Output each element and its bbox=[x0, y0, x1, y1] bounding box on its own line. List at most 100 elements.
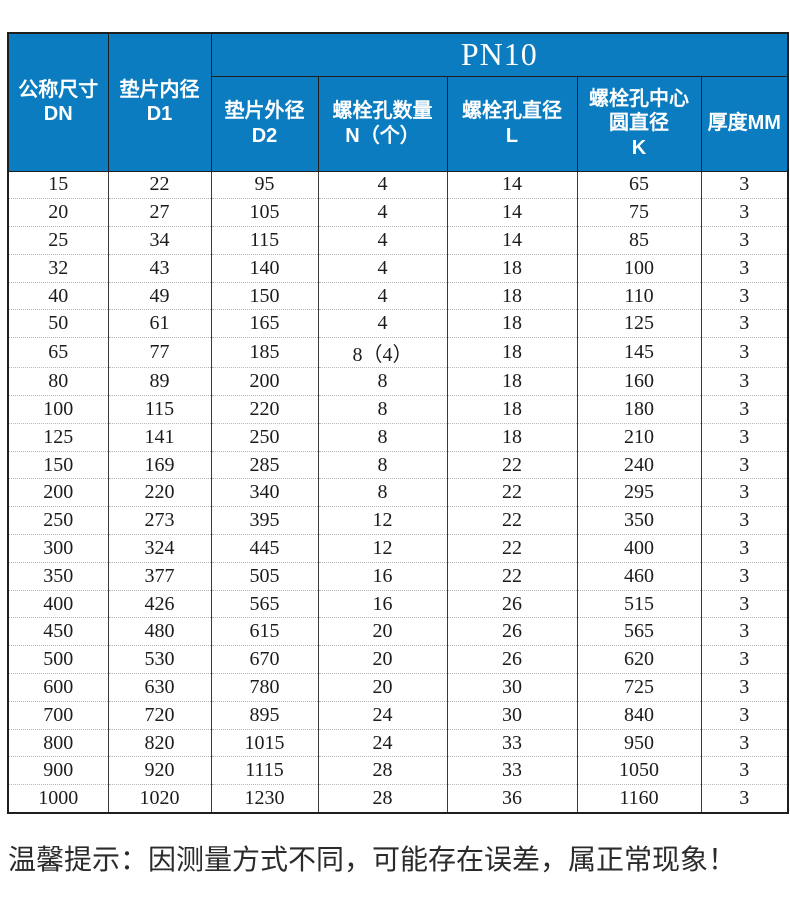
table-cell: 3 bbox=[700, 756, 789, 786]
table-cell: 295 bbox=[576, 478, 702, 508]
table-cell: 22 bbox=[446, 534, 578, 563]
table-cell: 22 bbox=[446, 450, 578, 480]
header-code: L bbox=[505, 124, 519, 147]
table-row: 1000 1020 1230 28 36 1160 3 bbox=[7, 784, 789, 814]
table-cell: 18 bbox=[446, 367, 578, 397]
table-cell: 8 bbox=[317, 367, 448, 397]
table-cell: 100 bbox=[7, 395, 109, 424]
table-cell: 615 bbox=[210, 617, 319, 647]
table-row: 32 43 140 4 18 100 3 bbox=[7, 253, 789, 283]
table-cell: 400 bbox=[7, 589, 109, 619]
table-cell: 85 bbox=[576, 226, 702, 255]
table-cell: 530 bbox=[107, 645, 212, 675]
table-cell: 150 bbox=[7, 450, 109, 480]
table-cell: 115 bbox=[210, 226, 319, 255]
table-row: 150 169 285 8 22 240 3 bbox=[7, 450, 789, 480]
table-cell: 43 bbox=[107, 253, 212, 283]
table-cell: 800 bbox=[7, 728, 109, 758]
table-cell: 30 bbox=[446, 673, 578, 702]
table-cell: 33 bbox=[446, 756, 578, 786]
table-cell: 77 bbox=[107, 337, 212, 369]
header-label: 螺栓孔中心 bbox=[589, 87, 689, 110]
table-cell: 14 bbox=[446, 170, 578, 200]
table-cell: 165 bbox=[210, 309, 319, 339]
table-cell: 20 bbox=[317, 617, 448, 647]
table-cell: 950 bbox=[576, 728, 702, 758]
table-cell: 14 bbox=[446, 226, 578, 255]
table-cell: 273 bbox=[107, 506, 212, 536]
table-cell: 140 bbox=[210, 253, 319, 283]
table-cell: 4 bbox=[317, 226, 448, 255]
table-cell: 505 bbox=[210, 561, 319, 591]
table-cell: 400 bbox=[576, 534, 702, 563]
table-cell: 1050 bbox=[576, 756, 702, 786]
table-cell: 565 bbox=[576, 617, 702, 647]
table-cell: 50 bbox=[7, 309, 109, 339]
header-label: 垫片内径 bbox=[119, 78, 200, 101]
header-code: D1 bbox=[146, 103, 173, 126]
table-cell: 670 bbox=[210, 645, 319, 675]
table-cell: 36 bbox=[446, 784, 578, 814]
table-cell: 220 bbox=[210, 395, 319, 424]
table-cell: 20 bbox=[317, 645, 448, 675]
header-code: DN bbox=[43, 103, 73, 126]
table-cell: 3 bbox=[700, 673, 789, 702]
table-cell: 300 bbox=[7, 534, 109, 563]
table-cell: 89 bbox=[107, 367, 212, 397]
table-row: 80 89 200 8 18 160 3 bbox=[7, 367, 789, 397]
table-cell: 515 bbox=[576, 589, 702, 619]
table-row: 300 324 445 12 22 400 3 bbox=[7, 534, 789, 563]
table-cell: 630 bbox=[107, 673, 212, 702]
table-cell: 350 bbox=[7, 561, 109, 591]
table-cell: 377 bbox=[107, 561, 212, 591]
table-cell: 460 bbox=[576, 561, 702, 591]
table-cell: 3 bbox=[700, 337, 789, 369]
table-cell: 30 bbox=[446, 700, 578, 730]
table-cell: 28 bbox=[317, 784, 448, 814]
table-cell: 28 bbox=[317, 756, 448, 786]
table-cell: 1015 bbox=[210, 728, 319, 758]
table-row: 250 273 395 12 22 350 3 bbox=[7, 506, 789, 536]
table-cell: 3 bbox=[700, 589, 789, 619]
table-cell: 95 bbox=[210, 170, 319, 200]
table-cell: 3 bbox=[700, 309, 789, 339]
table-cell: 450 bbox=[7, 617, 109, 647]
table-cell: 285 bbox=[210, 450, 319, 480]
table-row: 700 720 895 24 30 840 3 bbox=[7, 700, 789, 730]
table-cell: 1000 bbox=[7, 784, 109, 814]
table-cell: 324 bbox=[107, 534, 212, 563]
table-cell: 3 bbox=[700, 367, 789, 397]
table-cell: 445 bbox=[210, 534, 319, 563]
table-cell: 210 bbox=[576, 422, 702, 452]
table-cell: 8 bbox=[317, 478, 448, 508]
table-cell: 145 bbox=[576, 337, 702, 369]
table-cell: 1230 bbox=[210, 784, 319, 814]
table-cell: 4 bbox=[317, 281, 448, 311]
table-cell: 20 bbox=[317, 673, 448, 702]
table-cell: 3 bbox=[700, 422, 789, 452]
table-cell: 200 bbox=[7, 478, 109, 508]
table-cell: 49 bbox=[107, 281, 212, 311]
table-cell: 20 bbox=[7, 198, 109, 228]
table-cell: 22 bbox=[446, 506, 578, 536]
table-cell: 75 bbox=[576, 198, 702, 228]
table-cell: 3 bbox=[700, 478, 789, 508]
table-cell: 3 bbox=[700, 198, 789, 228]
header-code: D2 bbox=[251, 124, 278, 147]
header-cell-d1: 垫片内径 D1 bbox=[107, 32, 212, 172]
table-row: 25 34 115 4 14 85 3 bbox=[7, 226, 789, 255]
table-cell: 160 bbox=[576, 367, 702, 397]
table-cell: 24 bbox=[317, 728, 448, 758]
table-cell: 895 bbox=[210, 700, 319, 730]
header-cell-pn10: PN10 bbox=[210, 32, 789, 77]
table-row: 125 141 250 8 18 210 3 bbox=[7, 422, 789, 452]
table-header: 公称尺寸 DN 垫片内径 D1 PN10 垫片外径 D2 螺栓孔数量 N（个） bbox=[7, 32, 789, 172]
table-cell: 33 bbox=[446, 728, 578, 758]
table-cell: 240 bbox=[576, 450, 702, 480]
table-cell: 65 bbox=[7, 337, 109, 369]
table-cell: 115 bbox=[107, 395, 212, 424]
table-cell: 3 bbox=[700, 534, 789, 563]
header-cell-k: 螺栓孔中心 圆直径 K bbox=[576, 75, 702, 172]
table-cell: 125 bbox=[7, 422, 109, 452]
table-cell: 725 bbox=[576, 673, 702, 702]
